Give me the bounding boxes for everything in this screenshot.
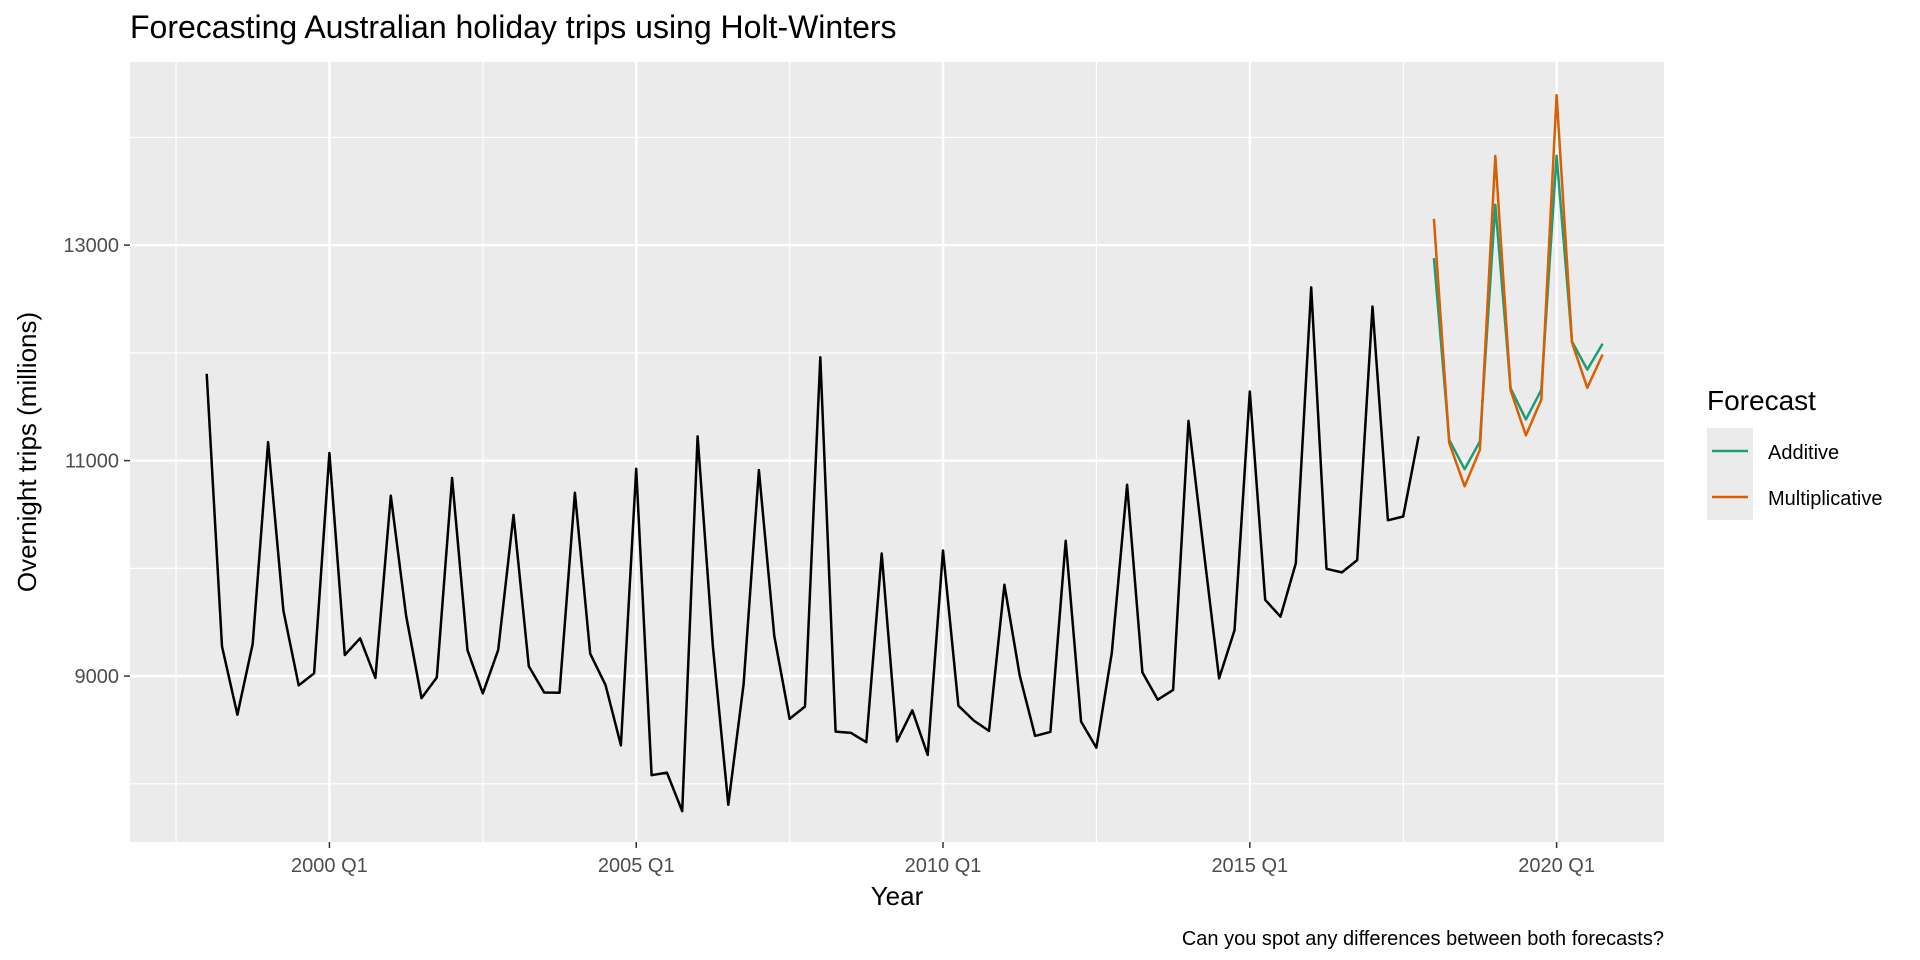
y-tick-label: 9000 [75,666,120,688]
x-tick-label: 2010 Q1 [905,855,982,877]
legend-label-additive: Additive [1768,442,1839,464]
x-tick-label: 2020 Q1 [1518,855,1595,877]
forecast-line-multiplicative [1432,93,1604,488]
legend-title: Forecast [1707,385,1816,416]
caption: Can you spot any differences between bot… [1182,928,1664,950]
x-tick-label: 2015 Q1 [1211,855,1288,877]
y-tick-label: 13000 [63,235,119,257]
plot-panel [130,62,1664,842]
y-tick-label: 11000 [65,451,119,473]
x-tick-label: 2005 Q1 [598,855,675,877]
legend-label-multiplicative: Multiplicative [1768,488,1882,510]
x-axis: 2000 Q1 2005 Q1 2010 Q1 2015 Q1 2020 Q1 [291,842,1595,877]
x-axis-title: Year [871,881,924,911]
y-axis: 9000 11000 13000 [63,235,130,688]
series-lines [205,93,1604,813]
x-tick-label: 2000 Q1 [291,855,368,877]
legend: Forecast Additive Multiplicative [1707,385,1882,520]
observed-series-line [205,286,1420,813]
chart-title: Forecasting Australian holiday trips usi… [130,9,897,45]
y-axis-title: Overnight trips (millions) [12,312,42,592]
